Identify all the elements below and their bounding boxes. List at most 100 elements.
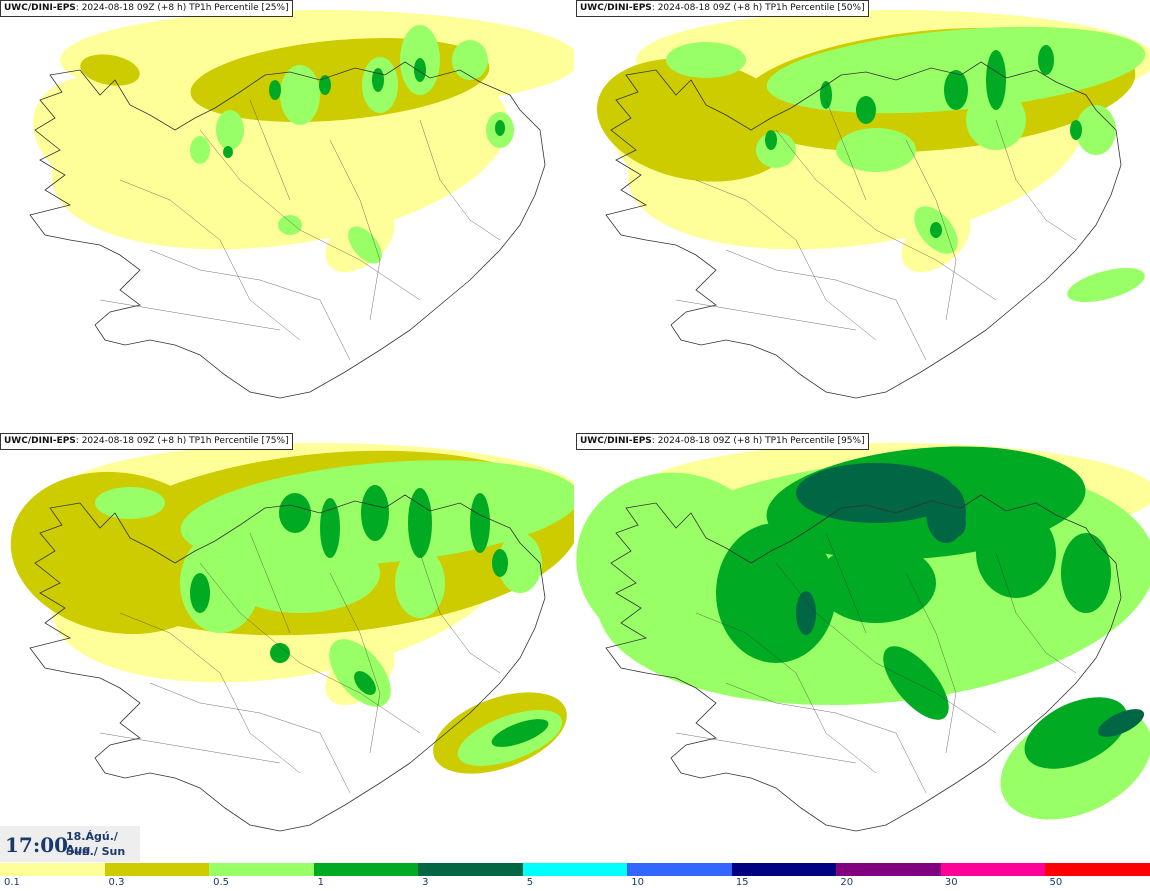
road-line bbox=[149, 249, 351, 361]
precip-area bbox=[1070, 120, 1082, 140]
precip-area bbox=[95, 487, 165, 519]
colorbar-segment bbox=[0, 863, 105, 876]
road-line bbox=[775, 129, 997, 301]
valid-time-box: 17:00 18.Ágú./ Aug Sun./ Sun bbox=[0, 826, 140, 862]
road-line bbox=[825, 532, 867, 634]
precip-area bbox=[986, 50, 1006, 110]
road-line bbox=[99, 732, 281, 764]
model-name: UWC/DINI-EPS bbox=[580, 436, 652, 446]
precip-area bbox=[354, 671, 376, 695]
precip-area bbox=[1067, 267, 1145, 303]
precip-area bbox=[80, 54, 140, 86]
road-line bbox=[775, 562, 997, 734]
colorbar-segment bbox=[731, 863, 837, 876]
map-panel-p25: UWC/DINI-EPS: 2024-08-18 09Z (+8 h) TP1h… bbox=[0, 0, 574, 432]
road-line bbox=[199, 129, 421, 301]
precip-map-p25 bbox=[29, 10, 574, 399]
precip-area bbox=[1061, 533, 1111, 613]
precip-area bbox=[395, 548, 445, 618]
model-name: UWC/DINI-EPS bbox=[580, 3, 652, 13]
iceland-coastline bbox=[29, 61, 546, 399]
colorbar-tick-label: 0.5 bbox=[213, 877, 229, 888]
colorbar-tick-label: 5 bbox=[526, 877, 534, 888]
precip-area bbox=[495, 120, 505, 136]
road-line bbox=[995, 552, 1077, 674]
road-line bbox=[249, 99, 291, 201]
road-line bbox=[329, 139, 381, 321]
iceland-coastline bbox=[605, 61, 1122, 399]
product-name: TP1h Percentile [95%] bbox=[765, 436, 865, 446]
road-line bbox=[725, 249, 927, 361]
precip-area bbox=[408, 488, 432, 558]
road-line bbox=[199, 562, 421, 734]
colorbar-segment bbox=[522, 863, 628, 876]
model-name: UWC/DINI-EPS bbox=[4, 3, 76, 13]
road-line bbox=[905, 139, 957, 321]
product-name: TP1h Percentile [50%] bbox=[765, 3, 865, 13]
precip-area bbox=[1097, 709, 1145, 737]
road-line bbox=[249, 532, 291, 634]
panel-title-p50: UWC/DINI-EPS: 2024-08-18 09Z (+8 h) TP1h… bbox=[576, 0, 869, 17]
precip-area bbox=[816, 543, 936, 623]
colorbar-tick-label: 50 bbox=[1049, 877, 1063, 888]
precip-area bbox=[361, 485, 389, 541]
precip-area bbox=[216, 110, 244, 150]
precip-area bbox=[1024, 697, 1128, 769]
precip-area bbox=[269, 80, 281, 100]
precip-area bbox=[414, 58, 426, 82]
panel-divider-horizontal bbox=[0, 431, 1150, 433]
valid-day: Sun./ Sun bbox=[66, 845, 126, 858]
colorbar-tick-label: 1 bbox=[317, 877, 324, 888]
road-line bbox=[419, 552, 501, 674]
precip-area bbox=[944, 70, 968, 110]
precip-area bbox=[820, 81, 832, 109]
precip-area bbox=[796, 463, 956, 523]
road-line bbox=[995, 119, 1077, 241]
road-line bbox=[99, 299, 281, 331]
precip-area bbox=[32, 75, 208, 205]
map-panel-p95: UWC/DINI-EPS: 2024-08-18 09Z (+8 h) TP1h… bbox=[576, 433, 1150, 865]
valid-time: 17:00 bbox=[5, 833, 69, 857]
panel-title-p75: UWC/DINI-EPS: 2024-08-18 09Z (+8 h) TP1h… bbox=[0, 433, 293, 450]
map-panel-p50: UWC/DINI-EPS: 2024-08-18 09Z (+8 h) TP1h… bbox=[576, 0, 1150, 432]
precip-area bbox=[270, 643, 290, 663]
precip-area bbox=[492, 549, 508, 577]
road-line bbox=[825, 99, 867, 201]
colorbar-segment bbox=[418, 863, 523, 876]
precip-area bbox=[190, 573, 210, 613]
colorbar-segment bbox=[209, 863, 314, 876]
precip-area bbox=[826, 202, 886, 238]
panel-title-p25: UWC/DINI-EPS: 2024-08-18 09Z (+8 h) TP1h… bbox=[0, 0, 293, 17]
map-panel-p75: UWC/DINI-EPS: 2024-08-18 09Z (+8 h) TP1h… bbox=[0, 433, 574, 865]
precip-area bbox=[666, 42, 746, 78]
precip-area bbox=[223, 146, 233, 158]
precip-map-p95 bbox=[576, 443, 1150, 832]
precip-area bbox=[765, 130, 777, 150]
precip-area bbox=[930, 222, 942, 238]
road-line bbox=[119, 179, 301, 341]
precip-map-p50 bbox=[596, 10, 1150, 399]
precip-area bbox=[856, 96, 876, 124]
precip-colorbar bbox=[0, 863, 1150, 876]
precip-area bbox=[796, 591, 816, 635]
precip-area bbox=[946, 509, 966, 537]
colorbar-tick-label: 0.3 bbox=[108, 877, 125, 888]
iceland-coastline bbox=[29, 494, 546, 832]
precip-area bbox=[348, 226, 382, 264]
precip-field bbox=[10, 443, 574, 774]
colorbar-tick-label: 10 bbox=[631, 877, 644, 888]
colorbar-tick-label: 30 bbox=[944, 877, 958, 888]
panel-title-p95: UWC/DINI-EPS: 2024-08-18 09Z (+8 h) TP1h… bbox=[576, 433, 869, 450]
product-name: TP1h Percentile [25%] bbox=[189, 3, 289, 13]
colorbar-tick-label: 15 bbox=[735, 877, 749, 888]
colorbar-segment bbox=[104, 863, 210, 876]
road-line bbox=[675, 299, 857, 331]
road-line bbox=[675, 732, 857, 764]
precip-map-p75 bbox=[10, 443, 574, 832]
colorbar-segment bbox=[627, 863, 732, 876]
colorbar-tick-labels: 0.1 0.3 0.5 1 3 5 10 15 20 30 50 bbox=[0, 876, 1150, 891]
precip-area bbox=[10, 471, 230, 635]
colorbar-tick-label: 0.1 bbox=[4, 877, 20, 888]
precip-area bbox=[190, 136, 210, 164]
road-line bbox=[419, 119, 501, 241]
